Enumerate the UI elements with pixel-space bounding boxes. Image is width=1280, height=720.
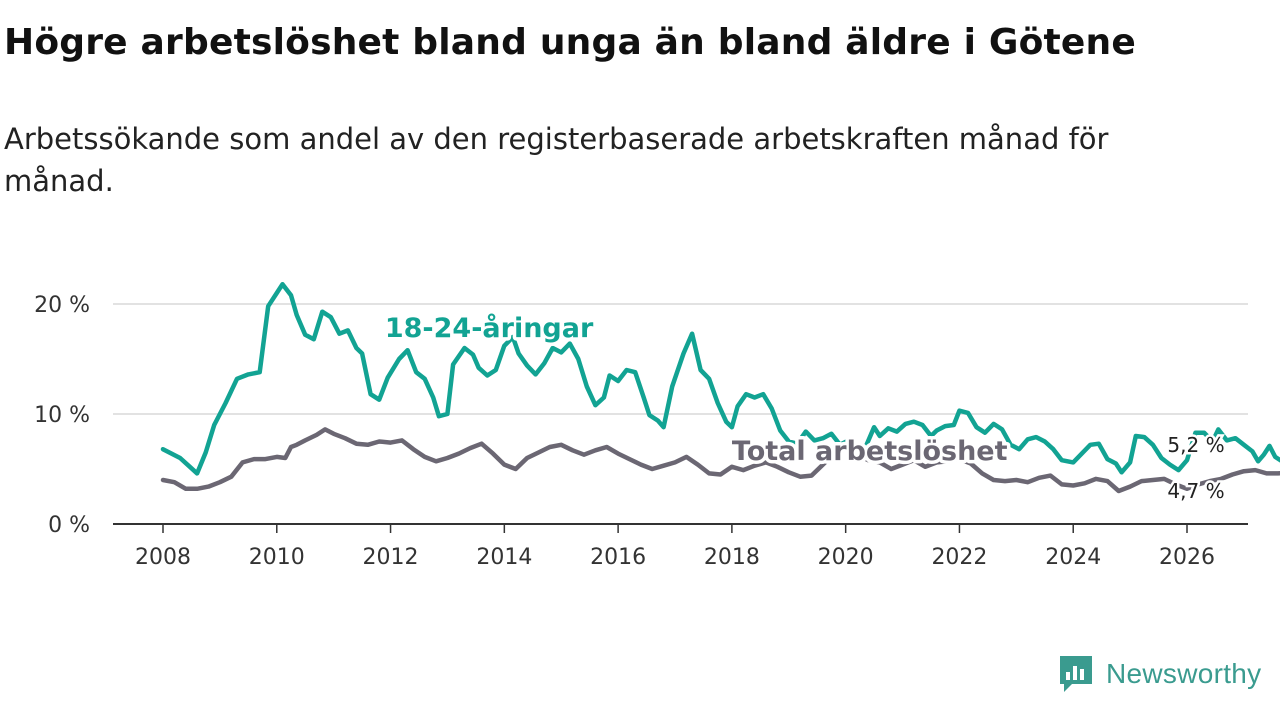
gridlines: 0 % 10 % 20 % <box>34 293 1248 538</box>
x-tick-label: 2012 <box>363 545 419 570</box>
series-label-total: Total arbetslöshet <box>732 436 1008 467</box>
x-tick-label: 2016 <box>590 545 646 570</box>
end-value-youth: 5,2 % <box>1167 433 1224 457</box>
x-tick-label: 2024 <box>1045 545 1101 570</box>
series-label-youth: 18-24-åringar <box>385 312 594 344</box>
x-tick-label: 2014 <box>476 545 532 570</box>
x-tick-label: 2010 <box>249 545 305 570</box>
newsworthy-brand: Newsworthy <box>1058 654 1261 694</box>
chart-subtitle: Arbetssökande som andel av den registerb… <box>4 122 1109 198</box>
x-tick-label: 2020 <box>818 545 874 570</box>
brand-name: Newsworthy <box>1106 658 1262 689</box>
x-tick-label: 2022 <box>931 545 987 570</box>
x-tick-label: 2026 <box>1159 545 1215 570</box>
chart-title: Högre arbetslöshet bland unga än bland ä… <box>4 22 1136 63</box>
series-line-youth <box>160 281 1280 476</box>
series-lines <box>160 281 1280 494</box>
y-tick-label: 0 % <box>48 513 90 538</box>
series-line-total <box>160 427 1280 494</box>
end-value-total: 4,7 % <box>1167 479 1224 503</box>
x-tick-label: 2008 <box>135 545 191 570</box>
y-tick-label: 20 % <box>34 293 90 318</box>
y-tick-label: 10 % <box>34 403 90 428</box>
newsworthy-logo-icon <box>1060 656 1092 692</box>
x-tick-label: 2018 <box>704 545 760 570</box>
labels: 18-24-åringar Total arbetslöshet 5,2 % 4,7 … <box>381 309 1227 506</box>
x-axis: 2008 2010 2012 2014 2016 2018 2020 2022 2024 2026 <box>113 523 1248 570</box>
